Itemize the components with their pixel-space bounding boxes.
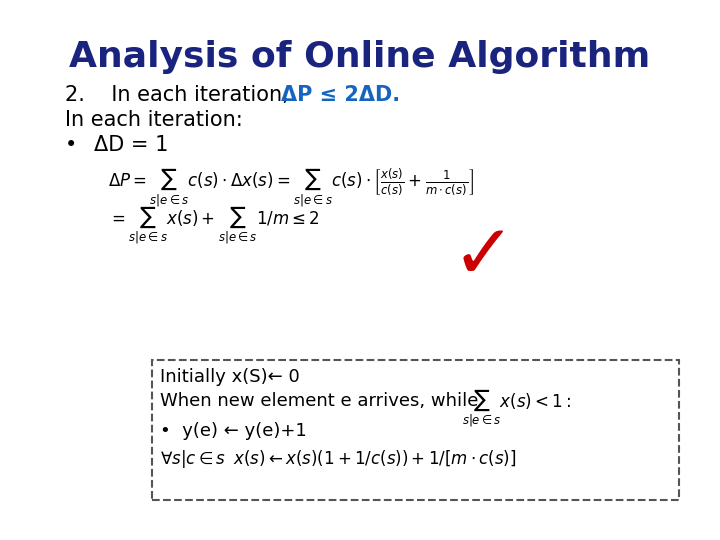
Text: •  y(e) ← y(e)+1: • y(e) ← y(e)+1 <box>160 422 307 440</box>
Text: Initially x(S)← 0: Initially x(S)← 0 <box>160 368 300 386</box>
Text: In each iteration:: In each iteration: <box>65 110 243 130</box>
Text: $\forall s | c \in s \;\; x(s) \leftarrow x(s)\left(1+1/c(s)\right)+1/\left[m\cd: $\forall s | c \in s \;\; x(s) \leftarro… <box>160 448 516 470</box>
Text: ΔD = 1: ΔD = 1 <box>94 135 168 155</box>
Text: $= \sum_{s|e\in s} x(s) + \sum_{s|e\in s} 1/m \leq 2$: $= \sum_{s|e\in s} x(s) + \sum_{s|e\in s… <box>109 205 320 247</box>
Text: Analysis of Online Algorithm: Analysis of Online Algorithm <box>69 40 651 74</box>
Text: $\sum_{s|e\in s} x(s) < 1:$: $\sum_{s|e\in s} x(s) < 1:$ <box>462 388 571 430</box>
Text: $\Delta P = \sum_{s|e\in s} c(s)\cdot\Delta x(s) = \sum_{s|e\in s} c(s)\cdot\lef: $\Delta P = \sum_{s|e\in s} c(s)\cdot\De… <box>109 167 474 210</box>
Text: When new element e arrives, while: When new element e arrives, while <box>160 392 478 410</box>
Text: ΔP ≤ 2ΔD.: ΔP ≤ 2ΔD. <box>281 85 400 105</box>
Text: 2.    In each iteration,: 2. In each iteration, <box>65 85 295 105</box>
Text: •: • <box>65 135 77 155</box>
FancyBboxPatch shape <box>152 360 680 500</box>
Text: ✓: ✓ <box>452 220 516 294</box>
